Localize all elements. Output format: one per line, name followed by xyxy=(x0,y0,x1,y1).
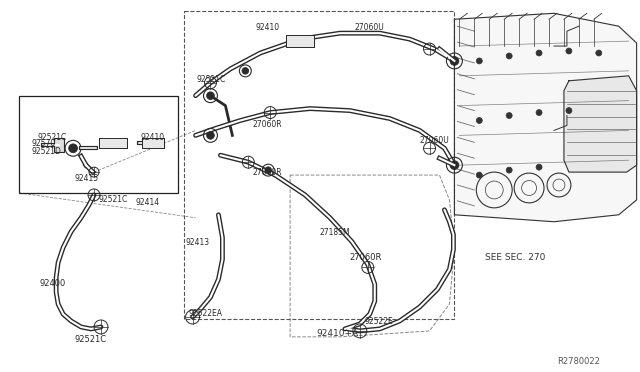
Text: 27060R: 27060R xyxy=(252,121,282,129)
Bar xyxy=(99,138,127,148)
Circle shape xyxy=(450,161,459,170)
Text: 92521C: 92521C xyxy=(74,335,106,344)
Circle shape xyxy=(450,57,459,65)
Circle shape xyxy=(536,164,542,170)
Circle shape xyxy=(476,58,483,64)
Circle shape xyxy=(242,68,248,74)
Text: 92414: 92414 xyxy=(136,198,160,207)
Circle shape xyxy=(506,53,512,59)
Circle shape xyxy=(536,110,542,116)
Text: 27185M: 27185M xyxy=(320,228,351,237)
Circle shape xyxy=(536,50,542,56)
Text: 92521C: 92521C xyxy=(37,134,67,142)
Text: SEE SEC. 270: SEE SEC. 270 xyxy=(485,253,546,263)
Text: 27060R: 27060R xyxy=(252,168,282,177)
Text: 92400: 92400 xyxy=(39,279,65,288)
Circle shape xyxy=(207,92,214,99)
Text: 92413: 92413 xyxy=(186,238,210,247)
Text: 92521C: 92521C xyxy=(99,195,128,204)
Bar xyxy=(286,35,314,47)
Text: 92570: 92570 xyxy=(31,140,56,148)
Text: 27060U: 27060U xyxy=(355,23,385,32)
Bar xyxy=(142,138,164,148)
Polygon shape xyxy=(454,13,637,222)
Bar xyxy=(54,138,64,152)
Text: R2780022: R2780022 xyxy=(557,357,600,366)
Circle shape xyxy=(566,108,572,113)
Circle shape xyxy=(506,167,512,173)
Circle shape xyxy=(596,50,602,56)
Text: 92415: 92415 xyxy=(74,174,98,183)
Text: 92521C: 92521C xyxy=(196,75,226,84)
Circle shape xyxy=(68,144,77,153)
Bar xyxy=(184,11,454,319)
Text: 92410: 92410 xyxy=(141,134,165,142)
Circle shape xyxy=(566,48,572,54)
Text: 92521D: 92521D xyxy=(31,147,61,156)
Circle shape xyxy=(476,118,483,124)
Text: 92522E: 92522E xyxy=(365,317,394,326)
Text: 92522EA: 92522EA xyxy=(189,309,223,318)
Circle shape xyxy=(265,167,271,173)
Bar xyxy=(19,96,178,193)
Text: 27060U: 27060U xyxy=(420,137,449,145)
Circle shape xyxy=(506,113,512,119)
Polygon shape xyxy=(564,76,637,172)
Circle shape xyxy=(207,132,214,139)
Circle shape xyxy=(476,172,483,178)
Text: 92410: 92410 xyxy=(255,23,280,32)
Text: 92410+A: 92410+A xyxy=(316,329,358,338)
Text: 27060R: 27060R xyxy=(350,253,382,263)
